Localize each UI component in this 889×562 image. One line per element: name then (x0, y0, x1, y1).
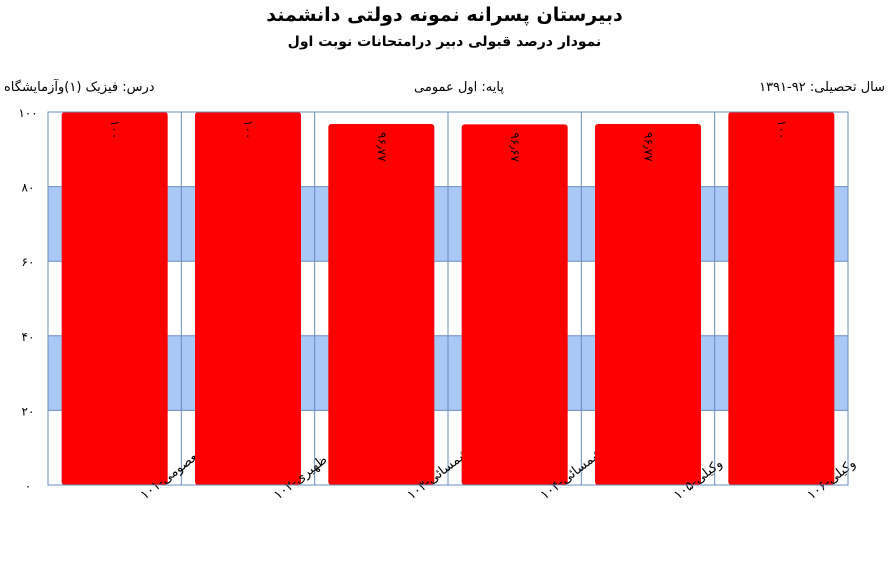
bar (328, 124, 435, 485)
bar (461, 124, 568, 485)
y-tick-label: ۴۰ (22, 330, 35, 344)
course-label: درس: فیزیک (۱)وآزمایشگاه (4, 80, 155, 95)
y-tick-label: ۸۰ (22, 181, 35, 195)
y-tick-label: ۶۰ (22, 255, 35, 269)
plot-border (47, 111, 849, 486)
bar-data-label: ۹۶٫۶۷ (508, 132, 522, 162)
bar (61, 112, 168, 485)
academic-year-label: سال تحصیلی: ۹۲-۱۳۹۱ (759, 80, 885, 95)
bar-data-label: ۱۰۰ (775, 120, 789, 139)
y-tick-label: ۰ (25, 479, 31, 493)
chart-title: دبیرستان پسرانه نمونه دولتی دانشمند (266, 4, 623, 26)
bar-data-label: ۱۰۰ (108, 120, 122, 139)
grade-label: پایه: اول عمومی (414, 80, 504, 95)
y-tick-label: ۲۰ (22, 404, 35, 418)
bar-data-label: ۱۰۰ (242, 120, 256, 139)
bar-data-label: ۹۶٫۷۷ (642, 132, 656, 162)
bar-data-label: ۹۶٫۷۷ (375, 132, 389, 162)
bar (728, 112, 835, 485)
bar (595, 124, 701, 485)
y-tick-label: ۱۰۰ (18, 106, 37, 120)
chart-subtitle: نمودار درصد قبولی دبیر درامتحانات نوبت ا… (287, 34, 602, 50)
bar (195, 112, 301, 485)
